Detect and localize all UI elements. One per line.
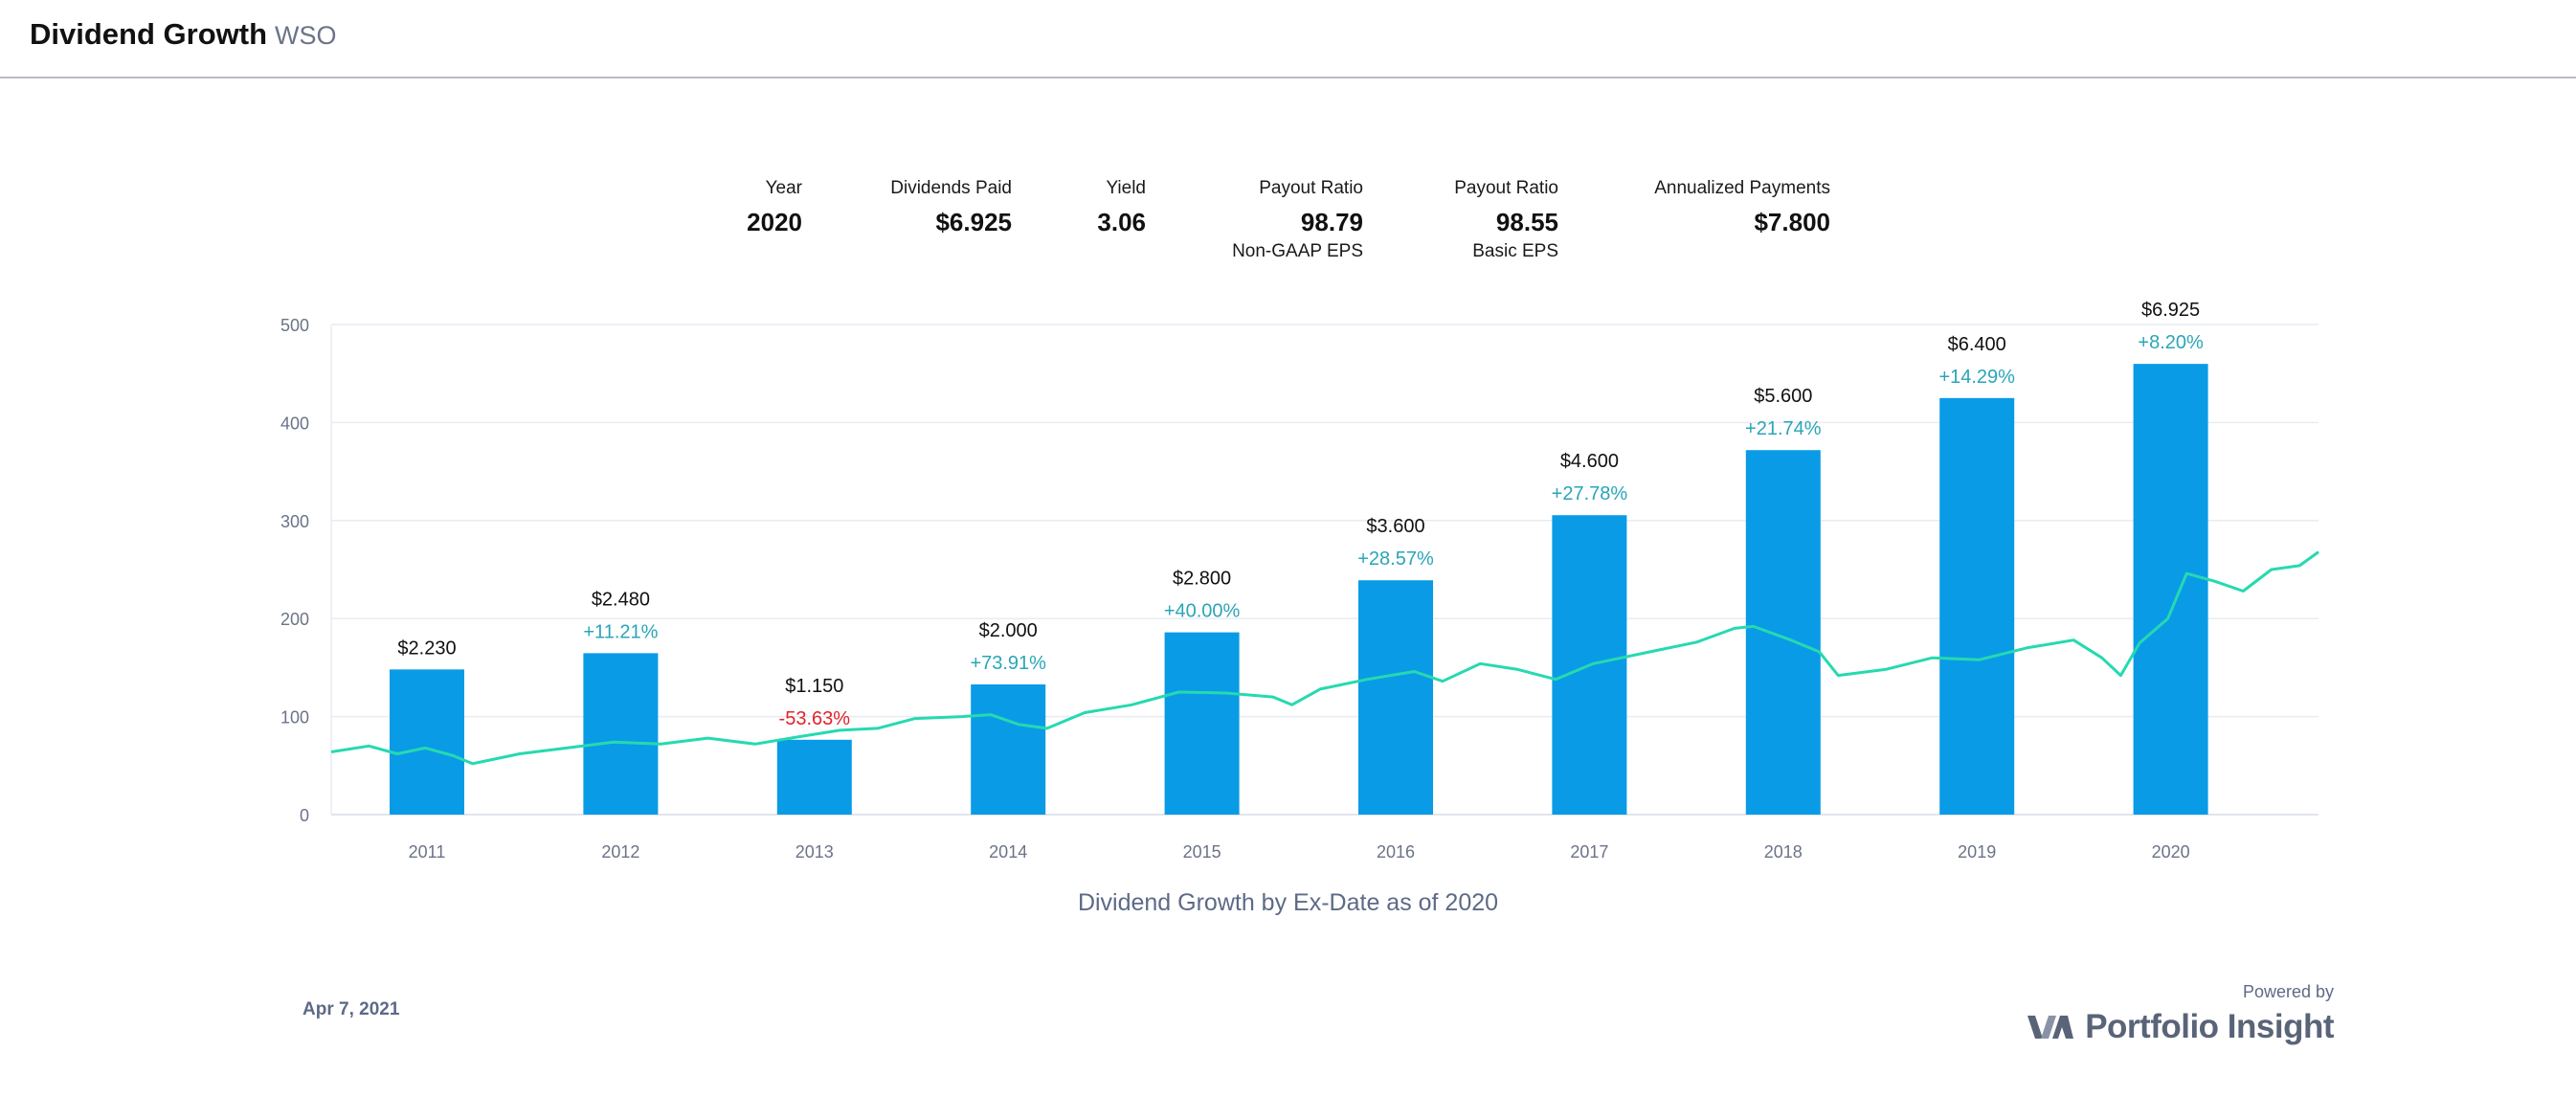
bar-value-label: $5.600	[1754, 386, 1812, 407]
bar-value-label: $6.400	[1948, 334, 2006, 355]
powered-by[interactable]: Powered by Portfolio Insight	[2027, 982, 2334, 1046]
y-tick-label: 300	[280, 512, 309, 531]
price-line	[330, 550, 2319, 766]
y-tick-label: 200	[280, 610, 309, 629]
stat-label: Dividends Paid	[890, 178, 1012, 198]
bar	[1745, 450, 1821, 815]
stat-annualized-payments: Annualized Payments $7.800	[1654, 178, 1830, 239]
stat-payout-ratio-non-gaap: Payout Ratio 98.79 Non-GAAP EPS	[1232, 178, 1363, 262]
x-tick-label: 2019	[1958, 842, 1996, 862]
x-tick-label: 2014	[989, 842, 1027, 862]
bar-value-label: $2.000	[979, 620, 1038, 641]
stat-value: 98.79	[1300, 208, 1363, 236]
bar	[971, 684, 1046, 815]
bar-growth-label: -53.63%	[779, 708, 851, 729]
bar	[2133, 364, 2208, 815]
title-text: Dividend Growth	[30, 17, 267, 51]
stat-value: 2020	[747, 208, 802, 236]
chart-caption: Dividend Growth by Ex-Date as of 2020	[1077, 889, 1499, 916]
x-tick-label: 2017	[1570, 842, 1608, 862]
bar-growth-label: +8.20%	[2138, 332, 2204, 353]
bar-growth-label: +11.21%	[583, 621, 658, 642]
x-tick-label: 2012	[601, 842, 639, 862]
stat-label: Payout Ratio	[1454, 178, 1558, 198]
stat-payout-ratio-basic: Payout Ratio 98.55 Basic EPS	[1454, 178, 1558, 262]
portfolio-insight-logo-icon	[2027, 1016, 2074, 1039]
bar	[776, 739, 852, 815]
stat-label: Year	[765, 178, 802, 198]
y-tick-label: 400	[280, 414, 309, 433]
stats-summary: Year 2020 Dividends Paid $6.925 Yield 3.…	[0, 178, 2576, 274]
bar-value-label: $1.150	[785, 676, 843, 697]
bar-value-label: $6.925	[2141, 300, 2200, 321]
bar-growth-label: +73.91%	[970, 653, 1046, 674]
bar-growth-label: +40.00%	[1164, 601, 1241, 622]
stat-dividends-paid: Dividends Paid $6.925	[890, 178, 1012, 239]
page-title: Dividend Growth WSO	[30, 17, 337, 52]
x-tick-label: 2020	[2152, 842, 2190, 862]
brand-name: Portfolio Insight	[2085, 1008, 2334, 1045]
y-tick-label: 100	[280, 708, 309, 727]
stat-label: Annualized Payments	[1654, 178, 1830, 198]
bar	[1939, 397, 2015, 815]
x-tick-label: 2015	[1183, 842, 1221, 862]
ticker-symbol: WSO	[275, 21, 337, 50]
bar	[390, 669, 464, 815]
header-bar: Dividend Growth WSO	[0, 0, 2576, 78]
bar-value-label: $2.800	[1173, 569, 1231, 590]
bar-value-label: $3.600	[1366, 516, 1424, 537]
stat-value: 98.55	[1495, 208, 1558, 236]
x-tick-label: 2016	[1377, 842, 1415, 862]
x-tick-label: 2011	[409, 842, 446, 862]
powered-by-label: Powered by	[2242, 982, 2334, 1001]
as-of-date: Apr 7, 2021	[302, 999, 400, 1019]
stat-value: 3.06	[1097, 208, 1146, 236]
x-tick-label: 2013	[795, 842, 834, 862]
y-tick-label: 0	[300, 806, 309, 825]
stat-label: Yield	[1106, 178, 1146, 198]
bar-value-label: $2.480	[592, 589, 650, 610]
stat-label: Payout Ratio	[1259, 178, 1363, 198]
bar	[583, 653, 659, 815]
stat-year: Year 2020	[747, 178, 802, 239]
bar-growth-label: +21.74%	[1745, 418, 1822, 439]
bar	[1164, 632, 1240, 815]
x-tick-label: 2018	[1764, 842, 1803, 862]
bar-growth-label: +14.29%	[1938, 367, 2015, 388]
bar-value-label: $4.600	[1560, 451, 1619, 472]
stat-value: $6.925	[935, 208, 1012, 236]
y-tick-label: 500	[280, 316, 309, 335]
stat-yield: Yield 3.06	[1097, 178, 1146, 239]
bar-growth-label: +27.78%	[1552, 483, 1628, 504]
stat-sublabel: Basic EPS	[1472, 241, 1558, 261]
stat-sublabel: Non-GAAP EPS	[1232, 241, 1363, 261]
bar-value-label: $2.230	[397, 638, 456, 659]
bar	[1358, 580, 1433, 815]
bar-growth-label: +28.57%	[1357, 548, 1434, 570]
brand-logo: Portfolio Insight	[2027, 1008, 2334, 1046]
stat-value: $7.800	[1754, 208, 1830, 236]
